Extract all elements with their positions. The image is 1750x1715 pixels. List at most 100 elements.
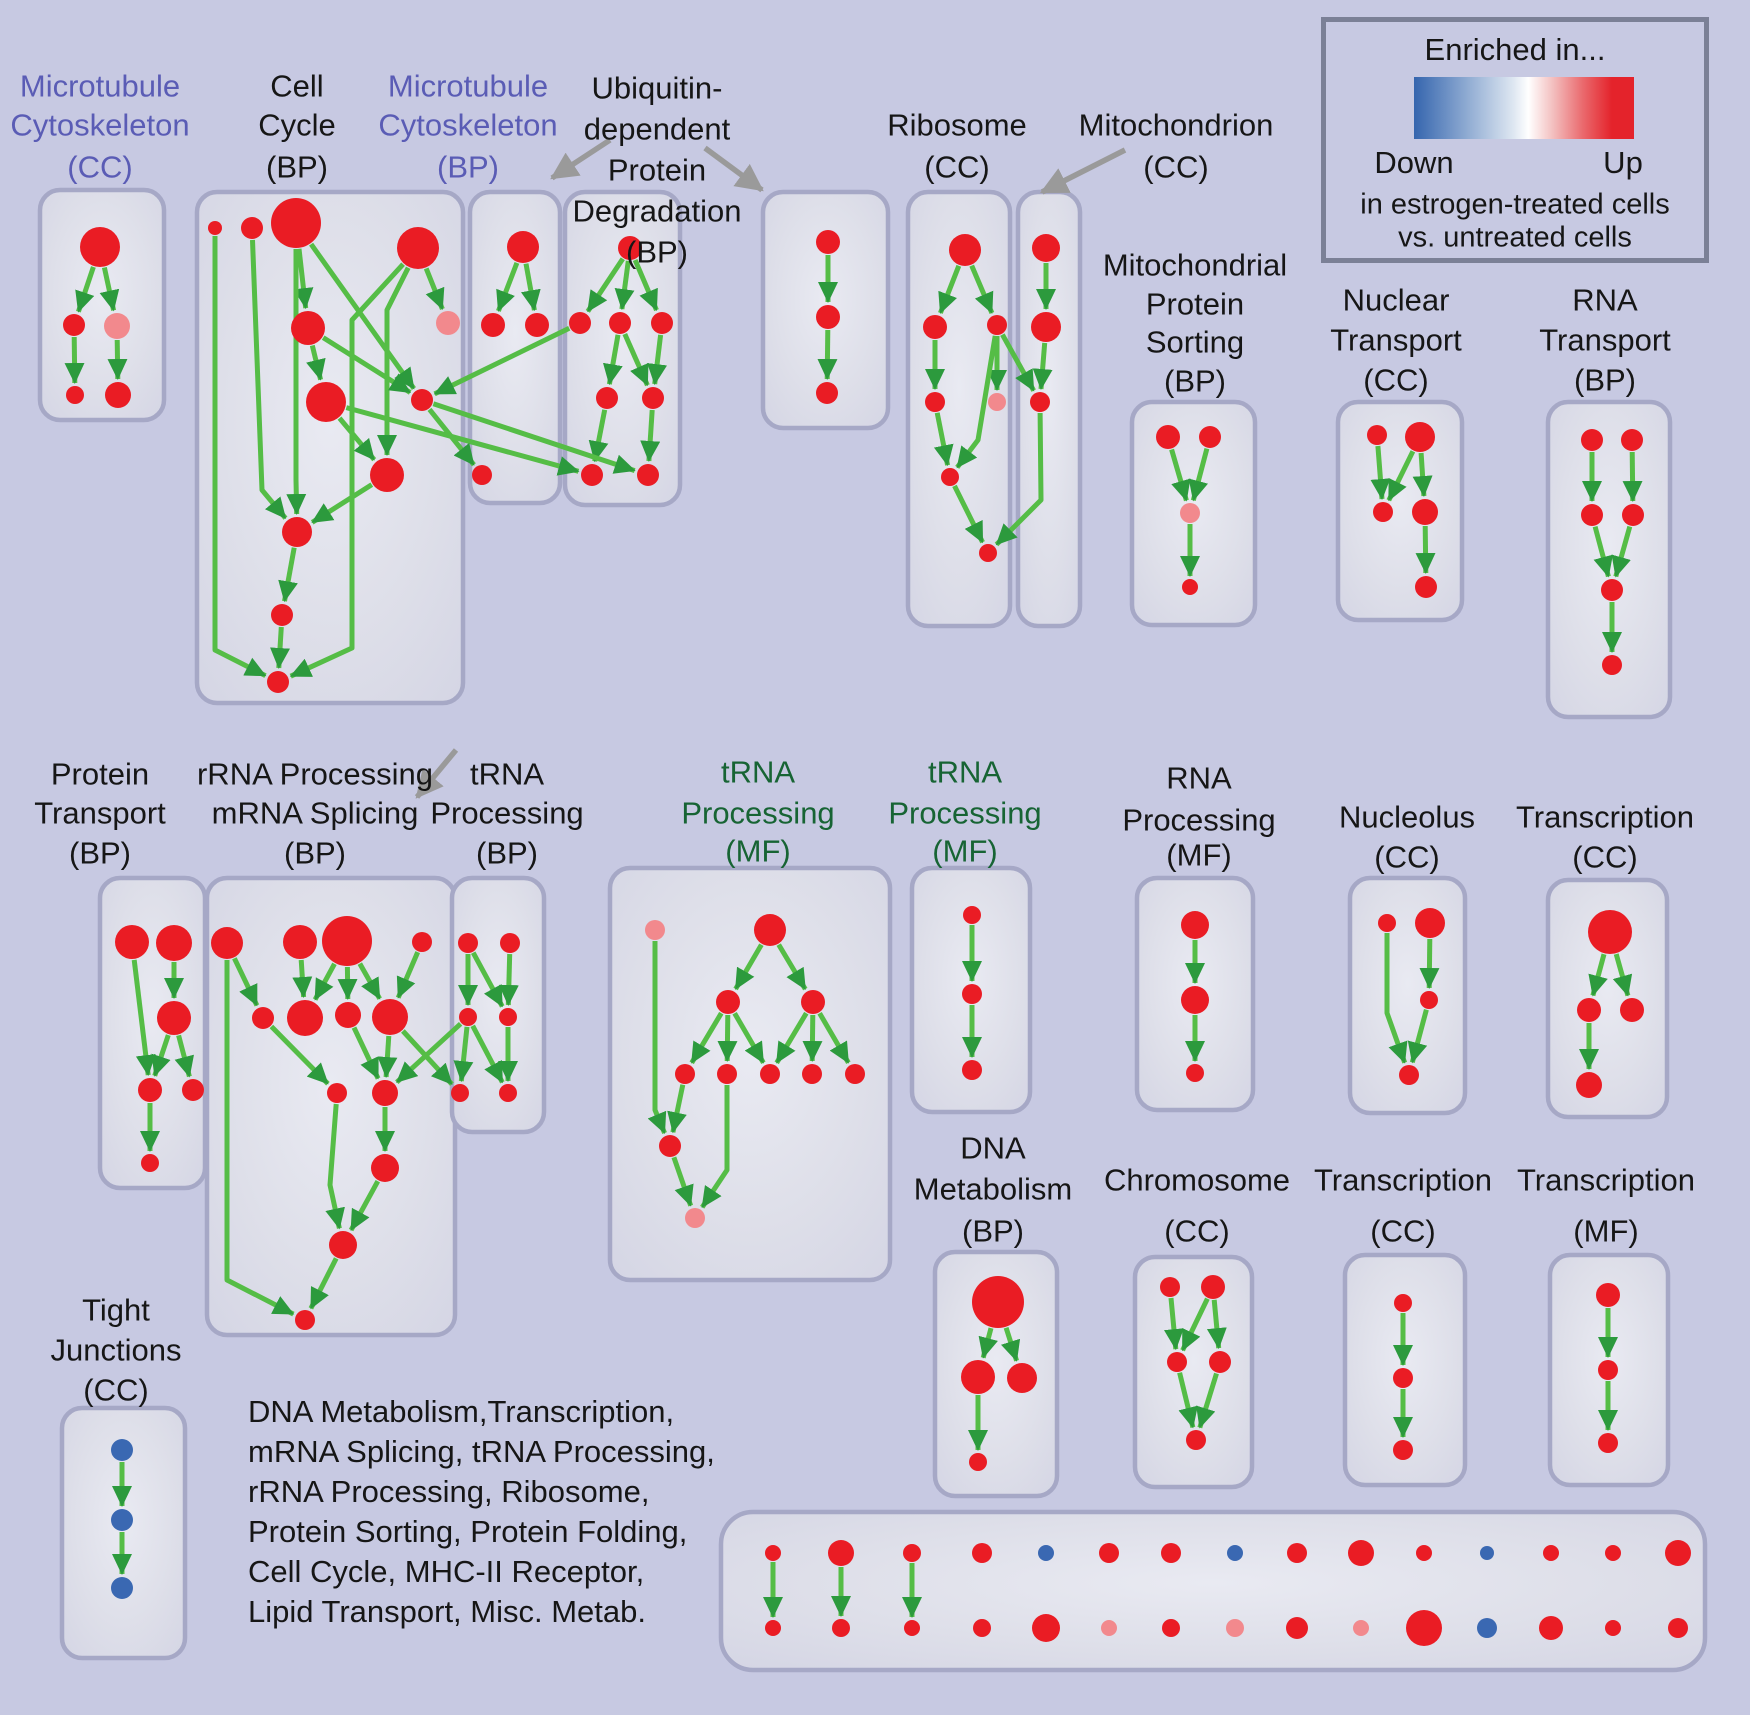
- label-rrna-processing-mrna-splicing-bp-line1: mRNA Splicing: [211, 795, 419, 831]
- node-nuclear-transport-cc-2: [1373, 502, 1393, 522]
- node-trna-processing-mf-large-4: [675, 1064, 695, 1084]
- node-trna-processing-bp-4: [451, 1084, 469, 1102]
- label-trna-processing-mf-large-line1: Processing: [681, 795, 835, 831]
- edge-ubiquitin-degradation-bp-a-3: [602, 334, 623, 386]
- node-protein-transport-bp-5: [141, 1154, 159, 1172]
- node-misc-panel-13: [1605, 1545, 1621, 1561]
- edge-nucleolus-cc-0: [1384, 933, 1408, 1064]
- node-trna-processing-mf-large-6: [760, 1064, 780, 1084]
- node-nuclear-transport-cc-1: [1405, 422, 1435, 452]
- node-misc-panel-23: [1286, 1617, 1308, 1639]
- label-mitochondrion-cc-line1: (CC): [1143, 149, 1209, 185]
- edge-ribosome-cc-4: [955, 335, 998, 469]
- edge-trna-processing-mf-large-3: [689, 1011, 724, 1065]
- node-misc-panel-16: [832, 1619, 850, 1637]
- box-microtubule-cytoskeleton-cc: [37, 187, 167, 423]
- edge-nuclear-transport-cc-1: [1386, 450, 1416, 502]
- edge-trna-processing-bp-5: [470, 1024, 505, 1084]
- edge-cell-cycle-bp-3: [286, 249, 307, 515]
- node-dna-metabolism-bp-2: [1007, 1363, 1037, 1393]
- label-rna-transport-bp-line2: (BP): [1574, 362, 1636, 398]
- node-rna-transport-bp-2: [1581, 504, 1603, 526]
- edge-ubiquitin-degradation-bp-a-4: [622, 332, 650, 387]
- edge-rrna-processing-mrna-splicing-bp-11: [348, 1180, 380, 1232]
- node-misc-panel-7: [1227, 1545, 1243, 1561]
- node-misc-panel-22: [1226, 1619, 1244, 1637]
- node-rna-transport-bp-5: [1602, 655, 1622, 675]
- label-transcription-cc-bottom-line0: Transcription: [1313, 1162, 1493, 1198]
- node-mitochondrion-cc-1: [1031, 312, 1061, 342]
- label-dna-metabolism-bp-line1: Metabolism: [913, 1171, 1073, 1207]
- label-trna-processing-mf-small-line2: (MF): [932, 833, 998, 869]
- node-ubiquitin-degradation-bp-a-1: [569, 312, 591, 334]
- cross-edge-3: [433, 326, 571, 397]
- edge-trna-processing-mf-large-11: [671, 1156, 694, 1207]
- node-rna-processing-mf-1: [1181, 986, 1209, 1014]
- node-misc-panel-10: [1416, 1545, 1432, 1561]
- node-microtubule-cytoskeleton-bp-0: [507, 231, 539, 263]
- label-rna-transport-bp-line0: RNA: [1572, 282, 1638, 318]
- edge-microtubule-cytoskeleton-bp-0: [496, 262, 520, 312]
- node-misc-panel-2: [903, 1544, 921, 1562]
- node-protein-transport-bp-1: [156, 925, 192, 961]
- label-rna-processing-mf-line2: (MF): [1166, 837, 1232, 873]
- edge-trna-processing-mf-large-1: [733, 943, 764, 991]
- node-cell-cycle-bp-8: [370, 458, 404, 492]
- label-mitochondrion-cc-line0: Mitochondrion: [1078, 107, 1274, 143]
- edge-ubiquitin-degradation-bp-a-6: [588, 409, 609, 463]
- edge-protein-transport-bp-2: [151, 1034, 171, 1077]
- label-microtubule-cytoskeleton-cc-line1: Cytoskeleton: [10, 107, 190, 143]
- label-trna-processing-mf-large-line0: tRNA: [720, 754, 796, 790]
- node-rna-transport-bp-3: [1622, 504, 1644, 526]
- cross-edge-0: [345, 405, 580, 476]
- node-misc-panel-3: [972, 1543, 992, 1563]
- edge-cell-cycle-bp-6: [377, 266, 411, 456]
- node-trna-processing-mf-large-3: [801, 990, 825, 1014]
- node-trna-processing-bp-3: [499, 1008, 517, 1026]
- edge-cell-cycle-bp-9: [321, 335, 412, 395]
- label-dna-metabolism-bp-line0: DNA: [960, 1130, 1026, 1166]
- label-cell-cycle-bp-line0: Cell: [270, 68, 324, 104]
- label-transcription-mf-line1: (MF): [1573, 1213, 1639, 1249]
- pointer-arrow-0: [550, 137, 612, 181]
- box-chromosome-cc: [1132, 1254, 1255, 1490]
- edge-chromosome-cc-1: [1180, 1297, 1210, 1352]
- edge-cell-cycle-bp-5: [423, 267, 445, 311]
- node-trna-processing-mf-large-10: [685, 1208, 705, 1228]
- node-chromosome-cc-4: [1186, 1430, 1206, 1450]
- edge-rrna-processing-mrna-splicing-bp-9: [377, 1035, 398, 1078]
- label-chromosome-cc-line1: (CC): [1164, 1213, 1230, 1249]
- edge-microtubule-cytoskeleton-cc-3: [107, 339, 128, 380]
- edge-ribosome-cc-0: [938, 264, 962, 314]
- node-rrna-processing-mrna-splicing-bp-2: [322, 916, 372, 966]
- edge-dna-metabolism-bp-1: [1001, 1326, 1021, 1362]
- edge-cell-cycle-bp-10: [337, 416, 377, 462]
- edge-nuclear-transport-cc-3: [1415, 525, 1436, 574]
- label-microtubule-cytoskeleton-bp-line2: (BP): [437, 149, 499, 185]
- label-transcription-mf-line0: Transcription: [1516, 1162, 1696, 1198]
- edge-ubiquitin-degradation-bp-a-1: [614, 260, 635, 311]
- node-trna-processing-mf-large-0: [645, 920, 665, 940]
- label-transcription-cc-bottom-line1: (CC): [1370, 1213, 1436, 1249]
- node-nucleolus-cc-0: [1378, 914, 1396, 932]
- edge-rrna-processing-mrna-splicing-bp-2: [312, 962, 337, 1001]
- node-microtubule-cytoskeleton-bp-2: [525, 313, 549, 337]
- misc-clusters-text-block: DNA Metabolism,Transcription, mRNA Splic…: [248, 1392, 715, 1632]
- node-ubiquitin-degradation-bp-a-3: [651, 312, 673, 334]
- edge-trna-processing-mf-large-10: [700, 1085, 730, 1209]
- edge-trna-processing-bp-1: [498, 953, 519, 1006]
- legend-gradient-bar: [1414, 77, 1634, 139]
- edge-trna-processing-mf-large-6: [774, 1011, 809, 1065]
- node-ubiquitin-degradation-bp-b-2: [816, 382, 838, 404]
- node-tight-junctions-cc-0: [111, 1439, 133, 1461]
- label-ubiquitin-degradation-bp-a-line0: Ubiquitin-: [591, 70, 723, 106]
- edge-nucleolus-cc-2: [1407, 1009, 1429, 1064]
- legend-down-label: Down: [1374, 145, 1454, 180]
- node-tight-junctions-cc-2: [111, 1577, 133, 1599]
- nodes-layer: [63, 198, 1691, 1646]
- node-nuclear-transport-cc-4: [1415, 576, 1437, 598]
- node-cell-cycle-bp-1: [241, 217, 263, 239]
- node-ubiquitin-degradation-bp-b-1: [816, 305, 840, 329]
- node-trna-processing-bp-5: [499, 1084, 517, 1102]
- node-misc-panel-15: [765, 1620, 781, 1636]
